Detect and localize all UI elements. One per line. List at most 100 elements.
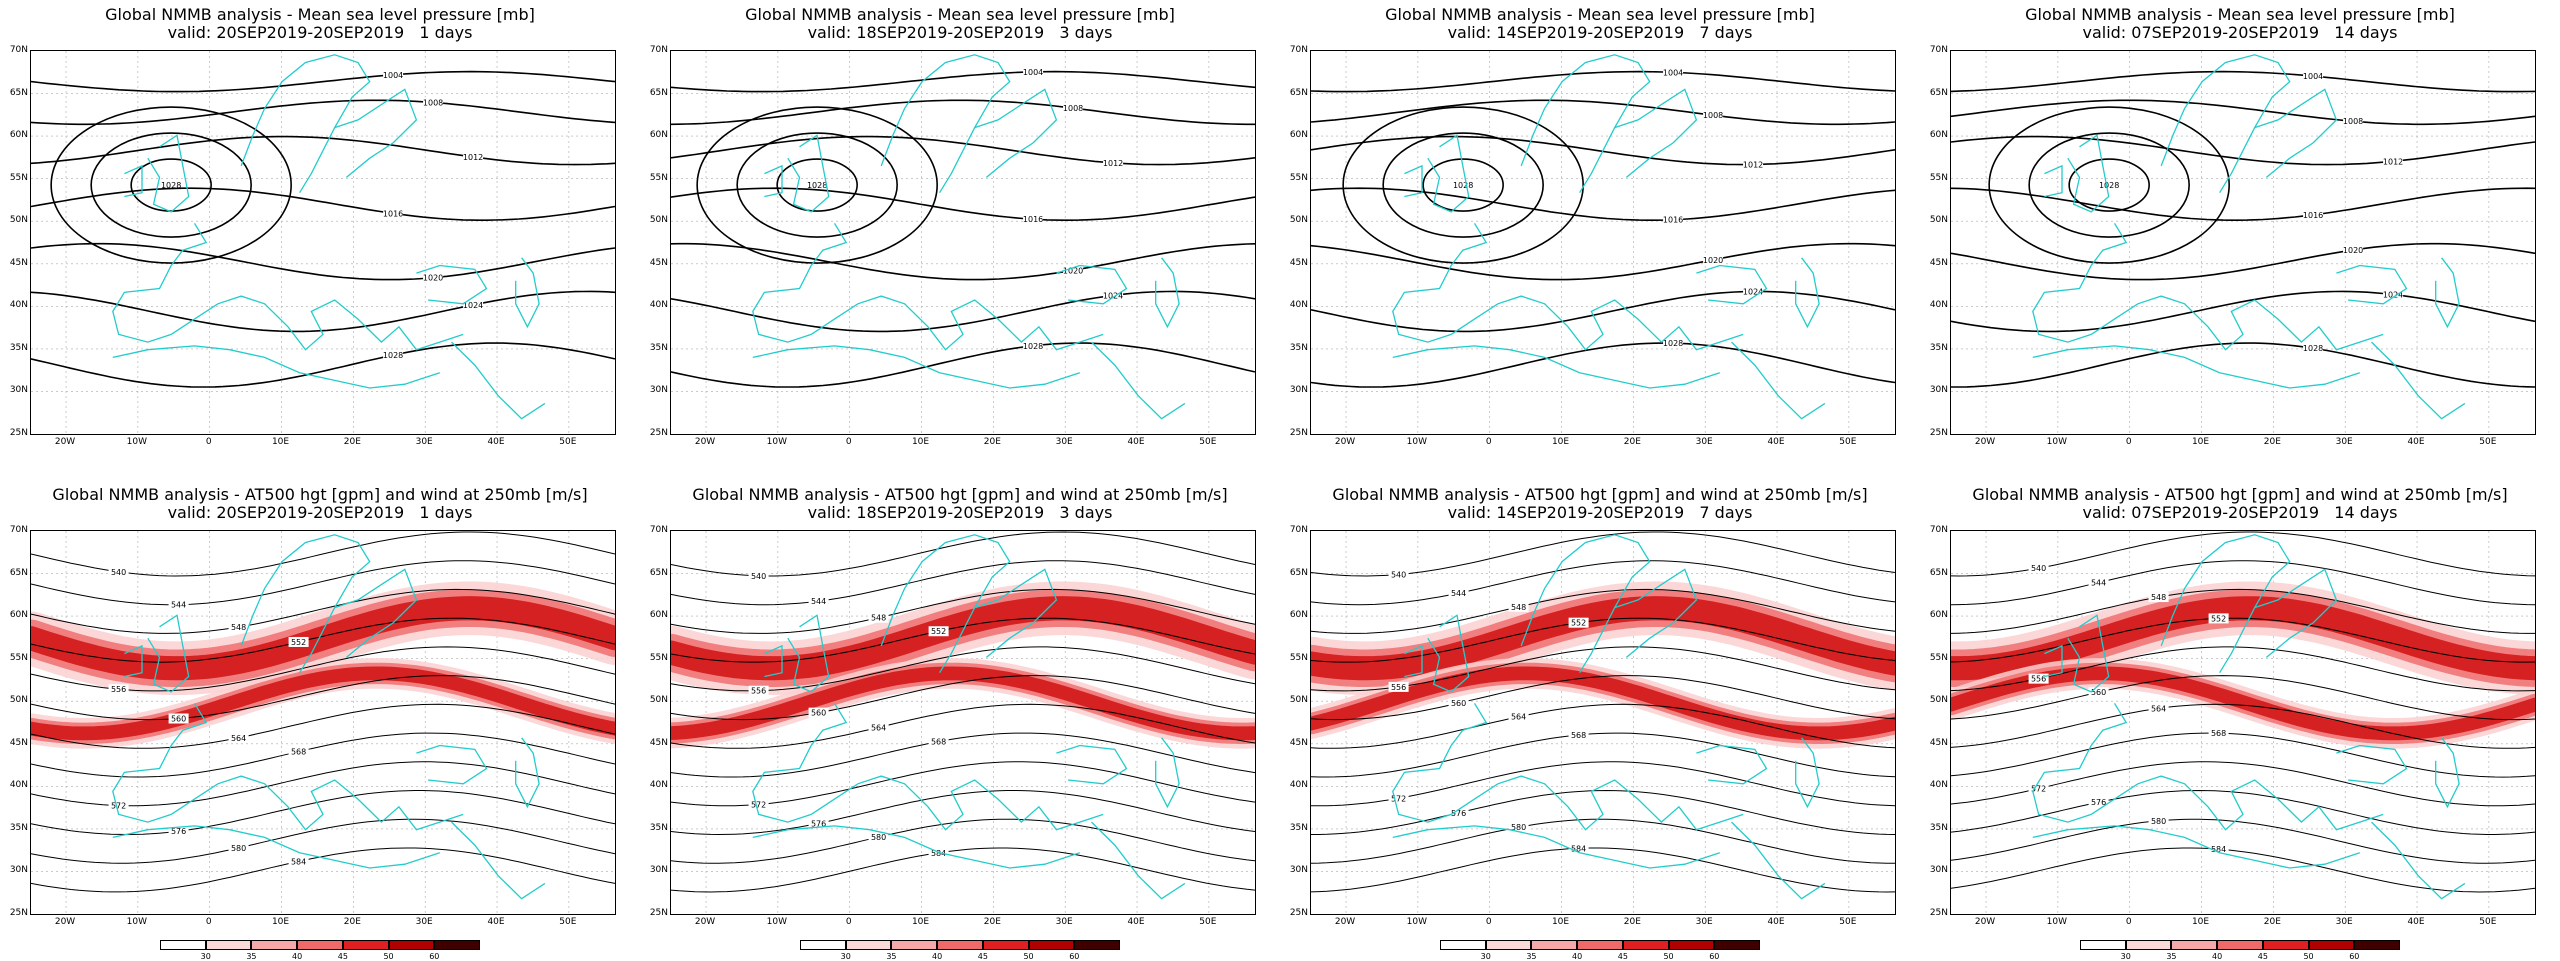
wind-band	[1311, 596, 1895, 681]
coastline	[334, 568, 418, 658]
lon-label: 0	[1485, 917, 1492, 927]
lon-label: 10W	[2046, 917, 2068, 927]
lon-label: 20W	[1974, 437, 1996, 447]
contour-label: 548	[1511, 603, 1526, 612]
coastline	[2032, 825, 2361, 869]
lat-label: 65N	[9, 87, 28, 98]
contour-line	[1951, 70, 2535, 93]
contour-label: 1016	[1023, 215, 1043, 224]
lon-label: 20W	[54, 437, 76, 447]
wind-band	[31, 596, 615, 681]
contour-line	[1311, 560, 1895, 606]
contour-label: 556	[1391, 683, 1406, 692]
lat-label: 35N	[1929, 822, 1948, 833]
colorbar-tick: 30	[200, 952, 211, 961]
contour-label-bg	[1388, 793, 1409, 804]
panel-title: Global NMMB analysis - Mean sea level pr…	[640, 6, 1280, 42]
lon-label: 40E	[487, 437, 505, 447]
contour-label-bg	[383, 208, 404, 219]
contour-label-bg	[868, 832, 889, 843]
contour-label-bg	[2148, 703, 2169, 714]
contour-label-bg	[2383, 289, 2404, 300]
contour-label: 1020	[423, 274, 443, 283]
lat-label: 25N	[1289, 428, 1308, 438]
contour-label-bg	[463, 299, 484, 310]
contour-label-bg	[1103, 290, 1124, 301]
map-svg: 540 544 548 552 556 560 564 568 572 576 580 584	[1951, 531, 2535, 914]
contour-label-bg	[1388, 569, 1409, 580]
lat-label: 55N	[1289, 652, 1308, 663]
coastline	[1795, 737, 1820, 809]
panel-title-text: Global NMMB analysis - AT500 hgt [gpm] a…	[692, 485, 1228, 504]
contour-line	[1951, 290, 2535, 333]
contour-label-bg	[1568, 617, 1589, 628]
coastline	[2032, 702, 2128, 823]
contour-label-bg	[2343, 245, 2364, 256]
coastline	[112, 702, 208, 823]
colorbar-segment	[1714, 940, 1760, 950]
colorbar-segment	[388, 940, 435, 950]
contour-label: 540	[111, 568, 126, 577]
colorbar-tick: 30	[2120, 952, 2131, 961]
isobar-label: 1028	[161, 181, 181, 190]
coastline	[147, 614, 190, 693]
map-svg: 540 544 548 552 556 560 564 568 572 576 580 584	[671, 531, 1255, 914]
map-area: 1028 1004 1008 1012 1016 1020 1024 1028	[1950, 50, 2536, 435]
lon-label: 30E	[415, 917, 433, 927]
contour-label: 1016	[2303, 211, 2323, 220]
contour-line	[31, 675, 615, 721]
map-panel: Global NMMB analysis - Mean sea level pr…	[0, 0, 640, 480]
lon-label: 10E	[2191, 917, 2210, 927]
coastline	[1056, 264, 1128, 305]
lat-label: 25N	[649, 908, 668, 918]
contour-label-bg	[1023, 340, 1044, 351]
contour-line	[671, 187, 1255, 221]
contour-label: 1012	[1103, 159, 1123, 168]
contour-label-bg	[1743, 286, 1764, 297]
contour-label-bg	[228, 732, 249, 743]
contour-line	[671, 290, 1255, 333]
isobar	[776, 158, 858, 212]
map-area: 540 544 548 552 556 560 564 568 572 576 580 584	[1310, 530, 1896, 915]
contour-line	[1951, 789, 2535, 835]
lat-label: 45N	[9, 257, 28, 268]
contour-label: 584	[1571, 844, 1586, 853]
coastline	[1696, 744, 1768, 785]
contour-label: 1008	[1703, 111, 1723, 120]
lat-label: 30N	[649, 385, 668, 396]
lon-label: 40E	[1767, 917, 1785, 927]
wind-band	[671, 596, 1255, 681]
coastline	[1392, 825, 1721, 869]
contour-label-bg	[1388, 681, 1409, 692]
contour-label-bg	[1448, 698, 1469, 709]
contour-label: 568	[1571, 731, 1586, 740]
lon-label: 40E	[2407, 437, 2425, 447]
contour-label: 564	[1511, 713, 1526, 722]
colorbar-tick: 40	[2212, 952, 2223, 961]
colorbar-segment	[800, 940, 846, 950]
lon-label: 20E	[1623, 437, 1641, 447]
contour-label: 1024	[2383, 291, 2403, 300]
contour-label: 548	[2151, 593, 2166, 602]
lat-label: 40N	[9, 300, 28, 311]
contour-label-bg	[383, 350, 404, 361]
coastline	[2044, 164, 2063, 198]
contour-label-bg	[748, 570, 769, 581]
coastline	[1795, 257, 1820, 329]
lon-label: 10W	[766, 437, 788, 447]
lat-label: 65N	[1289, 567, 1308, 578]
coastline	[2067, 614, 2110, 693]
isobar	[130, 158, 212, 212]
lon-label: 20W	[694, 437, 716, 447]
panel-title: Global NMMB analysis - Mean sea level pr…	[0, 6, 640, 42]
lat-label: 55N	[1929, 652, 1948, 663]
contour-label: 556	[111, 685, 126, 694]
contour-label: 572	[751, 800, 766, 809]
contour-line	[31, 617, 615, 663]
lon-label: 20W	[1974, 917, 1996, 927]
lat-label: 35N	[1289, 342, 1308, 353]
map-area: 1028 1004 1008 1012 1016 1020 1024 1028	[1310, 50, 1896, 435]
contour-label: 1020	[1703, 256, 1723, 265]
contour-line	[31, 703, 615, 749]
contour-label: 556	[751, 687, 766, 696]
